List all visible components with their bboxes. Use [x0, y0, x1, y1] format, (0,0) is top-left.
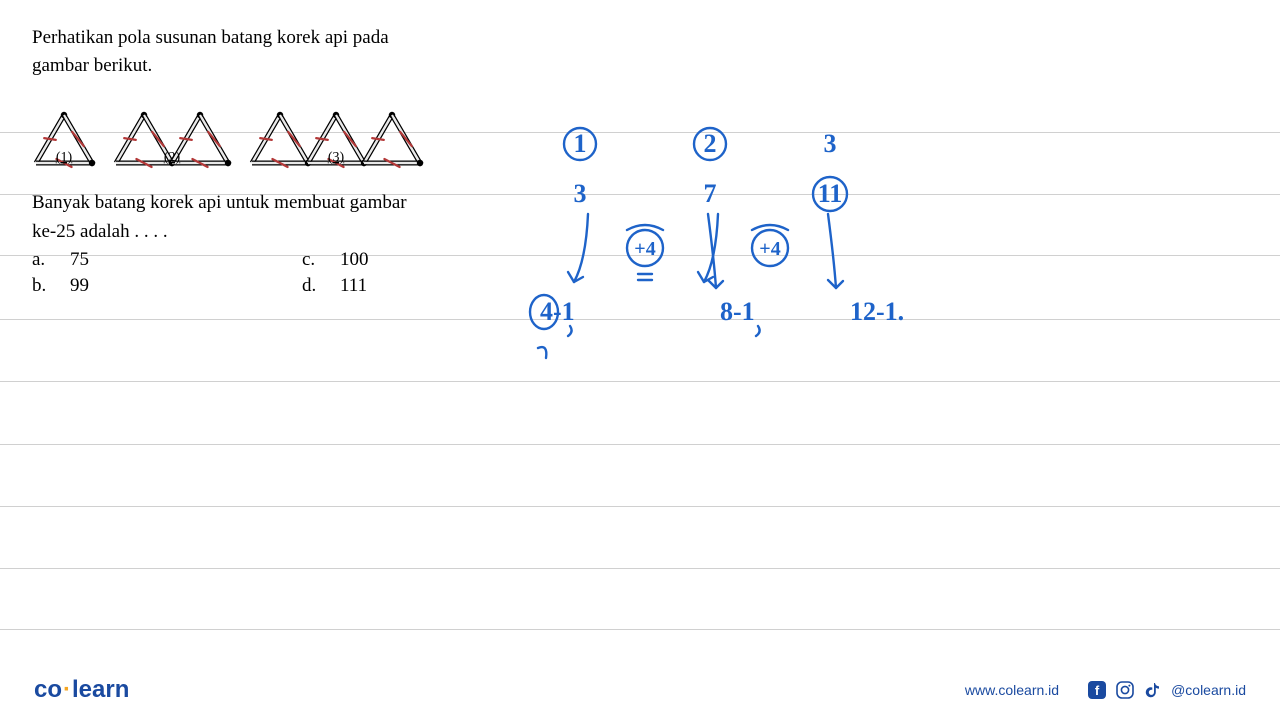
footer-handle: @colearn.id — [1171, 682, 1246, 698]
logo-learn: learn — [72, 676, 129, 703]
instagram-icon — [1115, 680, 1135, 700]
option-value-a: 75 — [70, 249, 89, 271]
svg-text:(1): (1) — [56, 150, 73, 165]
footer-url: www.colearn.id — [965, 682, 1059, 698]
logo-co: co — [34, 676, 62, 703]
svg-text:f: f — [1095, 683, 1100, 698]
svg-text:(2): (2) — [164, 150, 181, 165]
svg-text:(3): (3) — [328, 150, 345, 165]
option-value-b: 99 — [70, 275, 89, 297]
question-sub2: ke-25 adalah . . . . — [32, 219, 512, 246]
option-letter-a: a. — [32, 249, 52, 271]
footer-socials: f @colearn.id — [1087, 680, 1246, 700]
svg-text:1: 1 — [574, 129, 587, 158]
options-grid: a. 75 c. 100 b. 99 d. 111 — [32, 249, 512, 297]
option-value-c: 100 — [340, 249, 369, 271]
svg-text:8-1: 8-1 — [720, 297, 755, 326]
footer-bar: co·learn www.colearn.id f @colearn.id — [0, 660, 1280, 720]
svg-text:+4: +4 — [634, 238, 655, 260]
facebook-icon: f — [1087, 680, 1107, 700]
svg-text:+4: +4 — [759, 238, 780, 260]
question-line2: gambar berikut. — [32, 52, 512, 80]
svg-text:11: 11 — [818, 179, 843, 208]
svg-text:3: 3 — [574, 179, 587, 208]
logo-dot-icon: · — [63, 676, 71, 703]
option-value-d: 111 — [340, 275, 367, 297]
option-letter-b: b. — [32, 275, 52, 297]
svg-text:3: 3 — [824, 129, 837, 158]
question-line1: Perhatikan pola susunan batang korek api… — [32, 24, 512, 52]
colearn-logo: co·learn — [34, 676, 129, 704]
handwriting-work: 1233711+4+44-18-112-1. — [520, 110, 960, 390]
svg-text:2: 2 — [704, 129, 717, 158]
footer-right: www.colearn.id f @colearn.id — [965, 680, 1246, 700]
option-letter-d: d. — [302, 275, 322, 297]
question-sub1: Banyak batang korek api untuk membuat ga… — [32, 190, 512, 217]
option-b: b. 99 — [32, 275, 242, 297]
option-a: a. 75 — [32, 249, 242, 271]
option-c: c. 100 — [302, 249, 512, 271]
tiktok-icon — [1143, 680, 1163, 700]
triangle-patterns: (1) (2) (3) — [32, 105, 492, 177]
svg-text:7: 7 — [704, 179, 717, 208]
option-letter-c: c. — [302, 249, 322, 271]
svg-text:12-1.: 12-1. — [850, 297, 904, 326]
option-d: d. 111 — [302, 275, 512, 297]
question-block: Perhatikan pola susunan batang korek api… — [32, 24, 512, 297]
